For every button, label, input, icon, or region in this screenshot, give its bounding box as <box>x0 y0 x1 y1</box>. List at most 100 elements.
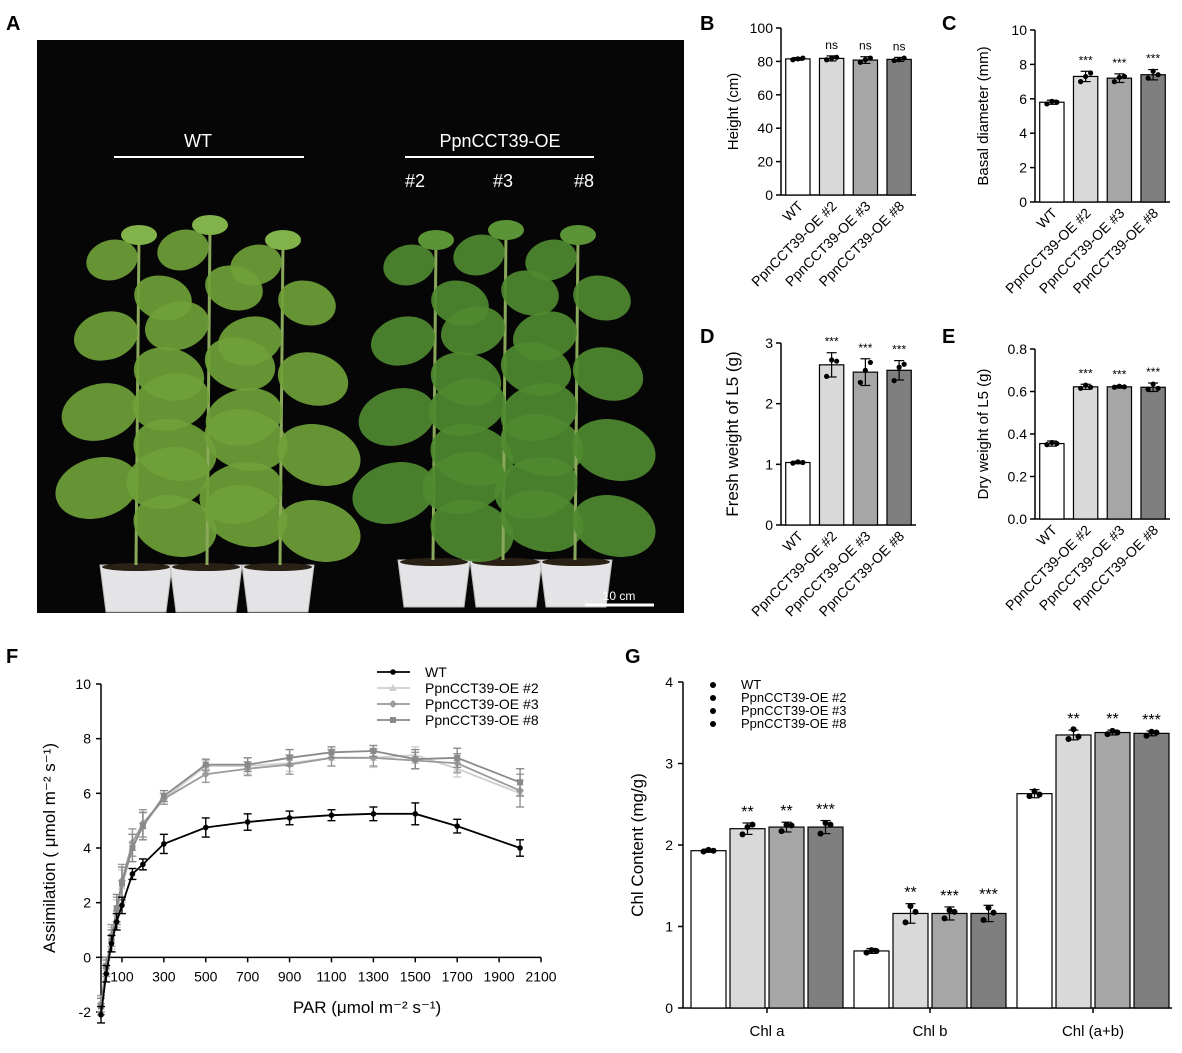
data-point <box>1070 726 1077 733</box>
panel-label: G <box>625 646 641 668</box>
plant-pot <box>169 564 243 613</box>
legend-marker <box>710 682 716 688</box>
pot-soil <box>400 558 468 566</box>
y-tick-label: 0.2 <box>1008 469 1028 485</box>
data-point <box>912 908 919 915</box>
data-point <box>824 373 830 379</box>
plant-leaf <box>573 275 631 321</box>
data-point <box>795 56 801 62</box>
data-point <box>867 55 873 61</box>
data-point <box>389 700 397 708</box>
data-point <box>857 379 863 386</box>
y-tick-label: 100 <box>750 20 774 36</box>
panel-label: B <box>700 13 714 35</box>
data-point <box>517 845 523 851</box>
data-point <box>454 823 460 829</box>
significance-label: *** <box>816 802 835 819</box>
data-point <box>1145 386 1151 392</box>
data-point <box>286 815 293 821</box>
y-tick-label: -2 <box>79 1004 92 1020</box>
y-tick-label: 2 <box>83 895 91 911</box>
significance-label: *** <box>892 343 906 357</box>
y-tick-label: 0 <box>765 187 773 203</box>
data-point <box>129 845 136 851</box>
plant-leaf <box>277 424 361 486</box>
data-point <box>113 919 120 925</box>
data-point <box>990 909 997 916</box>
data-point <box>1148 728 1155 735</box>
data-point <box>1116 74 1122 80</box>
significance-label: ** <box>780 803 792 820</box>
data-point <box>862 367 868 373</box>
bar <box>886 369 912 526</box>
significance-label: *** <box>1112 56 1126 70</box>
plant-leaf <box>132 373 210 431</box>
data-point <box>454 754 461 761</box>
data-point <box>980 916 987 923</box>
data-point <box>108 940 115 947</box>
category-label: WT <box>779 527 806 554</box>
bar <box>785 461 811 526</box>
y-tick-label: 4 <box>1019 125 1027 141</box>
data-point <box>390 669 396 675</box>
data-point <box>800 55 806 61</box>
significance-label: *** <box>940 888 959 905</box>
data-point <box>1083 73 1089 80</box>
plant-leaf <box>512 311 578 361</box>
bar <box>852 59 879 196</box>
x-tick-label: 100 <box>110 968 134 984</box>
plant-pot <box>99 564 173 613</box>
data-point <box>788 822 795 829</box>
significance-label: ** <box>904 885 916 902</box>
data-point <box>1031 788 1038 795</box>
bar <box>931 912 968 1009</box>
plant-illustration <box>55 215 656 613</box>
data-point <box>118 880 125 887</box>
scale-bar-label: 10 cm <box>603 589 636 603</box>
bar <box>1133 732 1170 1009</box>
x-tick-label: 300 <box>152 968 176 984</box>
data-point <box>783 821 790 828</box>
data-point <box>827 821 834 828</box>
plant-apex <box>560 225 596 245</box>
data-point <box>867 359 873 366</box>
data-point <box>873 947 880 954</box>
photo-line-label-2: #2 <box>405 171 425 191</box>
data-point <box>160 793 167 800</box>
panel-a-photo: A WT PpnCCT39-OE #2 #3 #8 10 cm <box>6 13 684 613</box>
x-tick-label: 2100 <box>525 968 556 984</box>
y-axis-label: Chl Content (mg/g) <box>628 773 647 917</box>
data-point <box>1145 75 1151 81</box>
significance-label: *** <box>858 341 872 355</box>
legend-label: PpnCCT39-OE #8 <box>741 716 847 731</box>
data-point <box>244 819 251 825</box>
data-point <box>896 364 902 370</box>
data-point <box>1078 385 1084 391</box>
plant-leaf <box>501 270 559 316</box>
plant-leaf <box>126 447 210 509</box>
pot-soil <box>244 563 312 571</box>
plant-leaf <box>422 452 506 514</box>
bar <box>1072 386 1099 520</box>
data-point <box>862 57 868 63</box>
data-point <box>817 830 824 837</box>
significance-label: *** <box>1146 52 1160 66</box>
data-point <box>946 907 953 914</box>
data-point <box>829 357 835 363</box>
y-axis-label: Height (cm) <box>725 73 742 151</box>
significance-label: ns <box>859 39 872 53</box>
y-axis-label: Dry weight of L5 (g) <box>975 369 992 500</box>
data-point <box>1155 72 1161 78</box>
data-point <box>778 828 785 835</box>
bar <box>785 58 811 196</box>
y-tick-label: 2 <box>1019 160 1027 176</box>
panel-label-a: A <box>6 13 20 35</box>
bar <box>1106 386 1133 520</box>
data-point <box>1088 384 1094 390</box>
data-point <box>113 905 120 912</box>
data-point <box>790 460 796 466</box>
data-point <box>891 378 897 384</box>
legend-marker <box>710 721 716 727</box>
data-point <box>412 756 419 763</box>
